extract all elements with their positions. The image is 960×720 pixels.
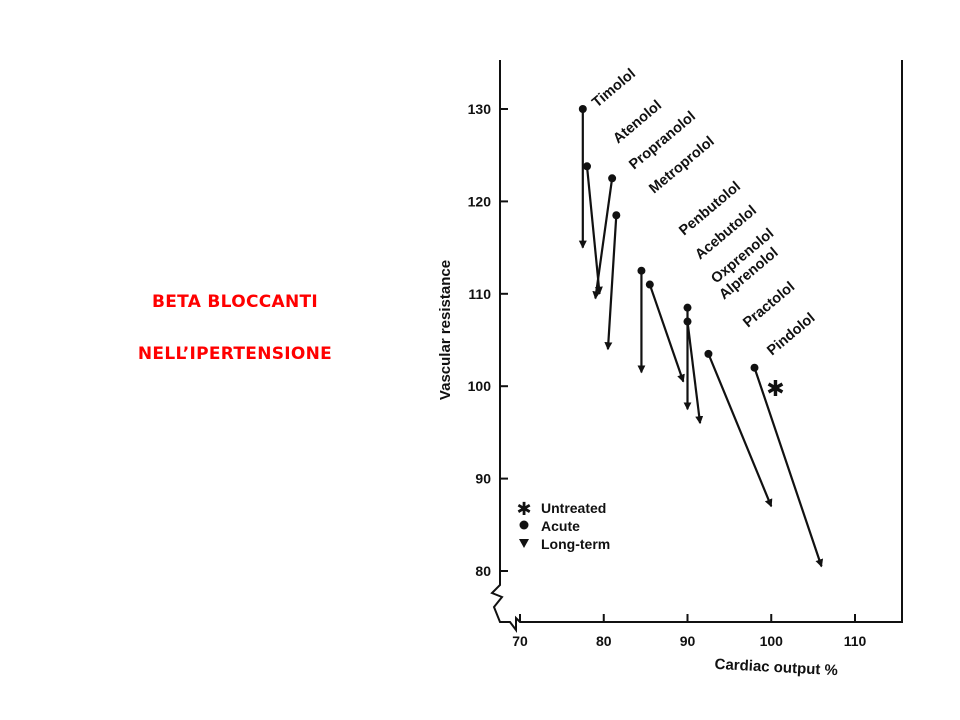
acute-point-practolol: [704, 349, 713, 358]
legend-circle-marker: [519, 520, 529, 530]
drug-labels: TimololAtenololPropranololMetroprololPen…: [589, 66, 818, 359]
untreated-point: ✱: [766, 377, 784, 402]
legend-label: Acute: [541, 518, 580, 534]
arrow-atenolol: [585, 166, 603, 295]
y-tick-label: 80: [475, 563, 491, 579]
arrow-practolol: [707, 353, 773, 508]
drug-arrows: [578, 109, 824, 568]
arrow-acebutolol: [648, 284, 685, 383]
acute-point-propranolol: [608, 174, 617, 183]
acute-point-atenolol: [583, 162, 591, 171]
arrow-metroprolol: [604, 215, 618, 351]
y-axis-title: Vascular resistance: [437, 260, 454, 400]
drug-label-timolol: Timolol: [589, 66, 639, 111]
x-tick-label: 90: [680, 633, 696, 649]
legend-label: Long-term: [541, 536, 610, 552]
plot-frame: [490, 60, 903, 633]
slide-title-line-1: BETA BLOCCANTI: [151, 292, 318, 312]
y-tick-label: 130: [468, 101, 492, 117]
x-tick-label: 110: [844, 633, 867, 649]
data-points: ✱: [578, 105, 785, 402]
legend-star-marker: ✱: [516, 499, 531, 520]
slide-title-line-2: NELL’IPERTENSIONE: [137, 344, 333, 364]
drug-label-practolol: Practolol: [740, 279, 798, 331]
arrow-alprenolol: [686, 321, 704, 425]
legend-label: Untreated: [541, 500, 606, 516]
y-tick-label: 110: [468, 286, 491, 302]
acute-point-acebutolol: [645, 280, 654, 289]
x-tick-label: 80: [596, 633, 612, 649]
x-tick-label: 100: [760, 633, 784, 649]
x-tick-label: 70: [512, 633, 528, 649]
acute-point-penbutolol: [637, 266, 646, 275]
x-axis-title: Cardiac output %: [714, 656, 838, 679]
acute-point-timolol: [578, 105, 587, 113]
acute-point-metroprolol: [612, 211, 621, 220]
axes: 80 90 100 110 120 130 70 80 90 100 110 Cardiac outp…: [437, 60, 903, 679]
y-tick-label: 100: [468, 378, 492, 394]
acute-point-alprenolol: [683, 317, 692, 326]
arrow-propranolol: [592, 178, 614, 300]
arrow-pindolol: [753, 367, 824, 568]
y-tick-label: 90: [475, 471, 491, 487]
y-tick-label: 120: [468, 193, 492, 209]
legend: ✱ Untreated Acute Long-term: [516, 499, 610, 552]
acute-point-oxprenolol: [683, 303, 692, 312]
drug-label-pindolol: Pindolol: [764, 310, 818, 359]
legend-triangle-marker: [519, 539, 529, 548]
acute-point-pindolol: [750, 363, 759, 372]
